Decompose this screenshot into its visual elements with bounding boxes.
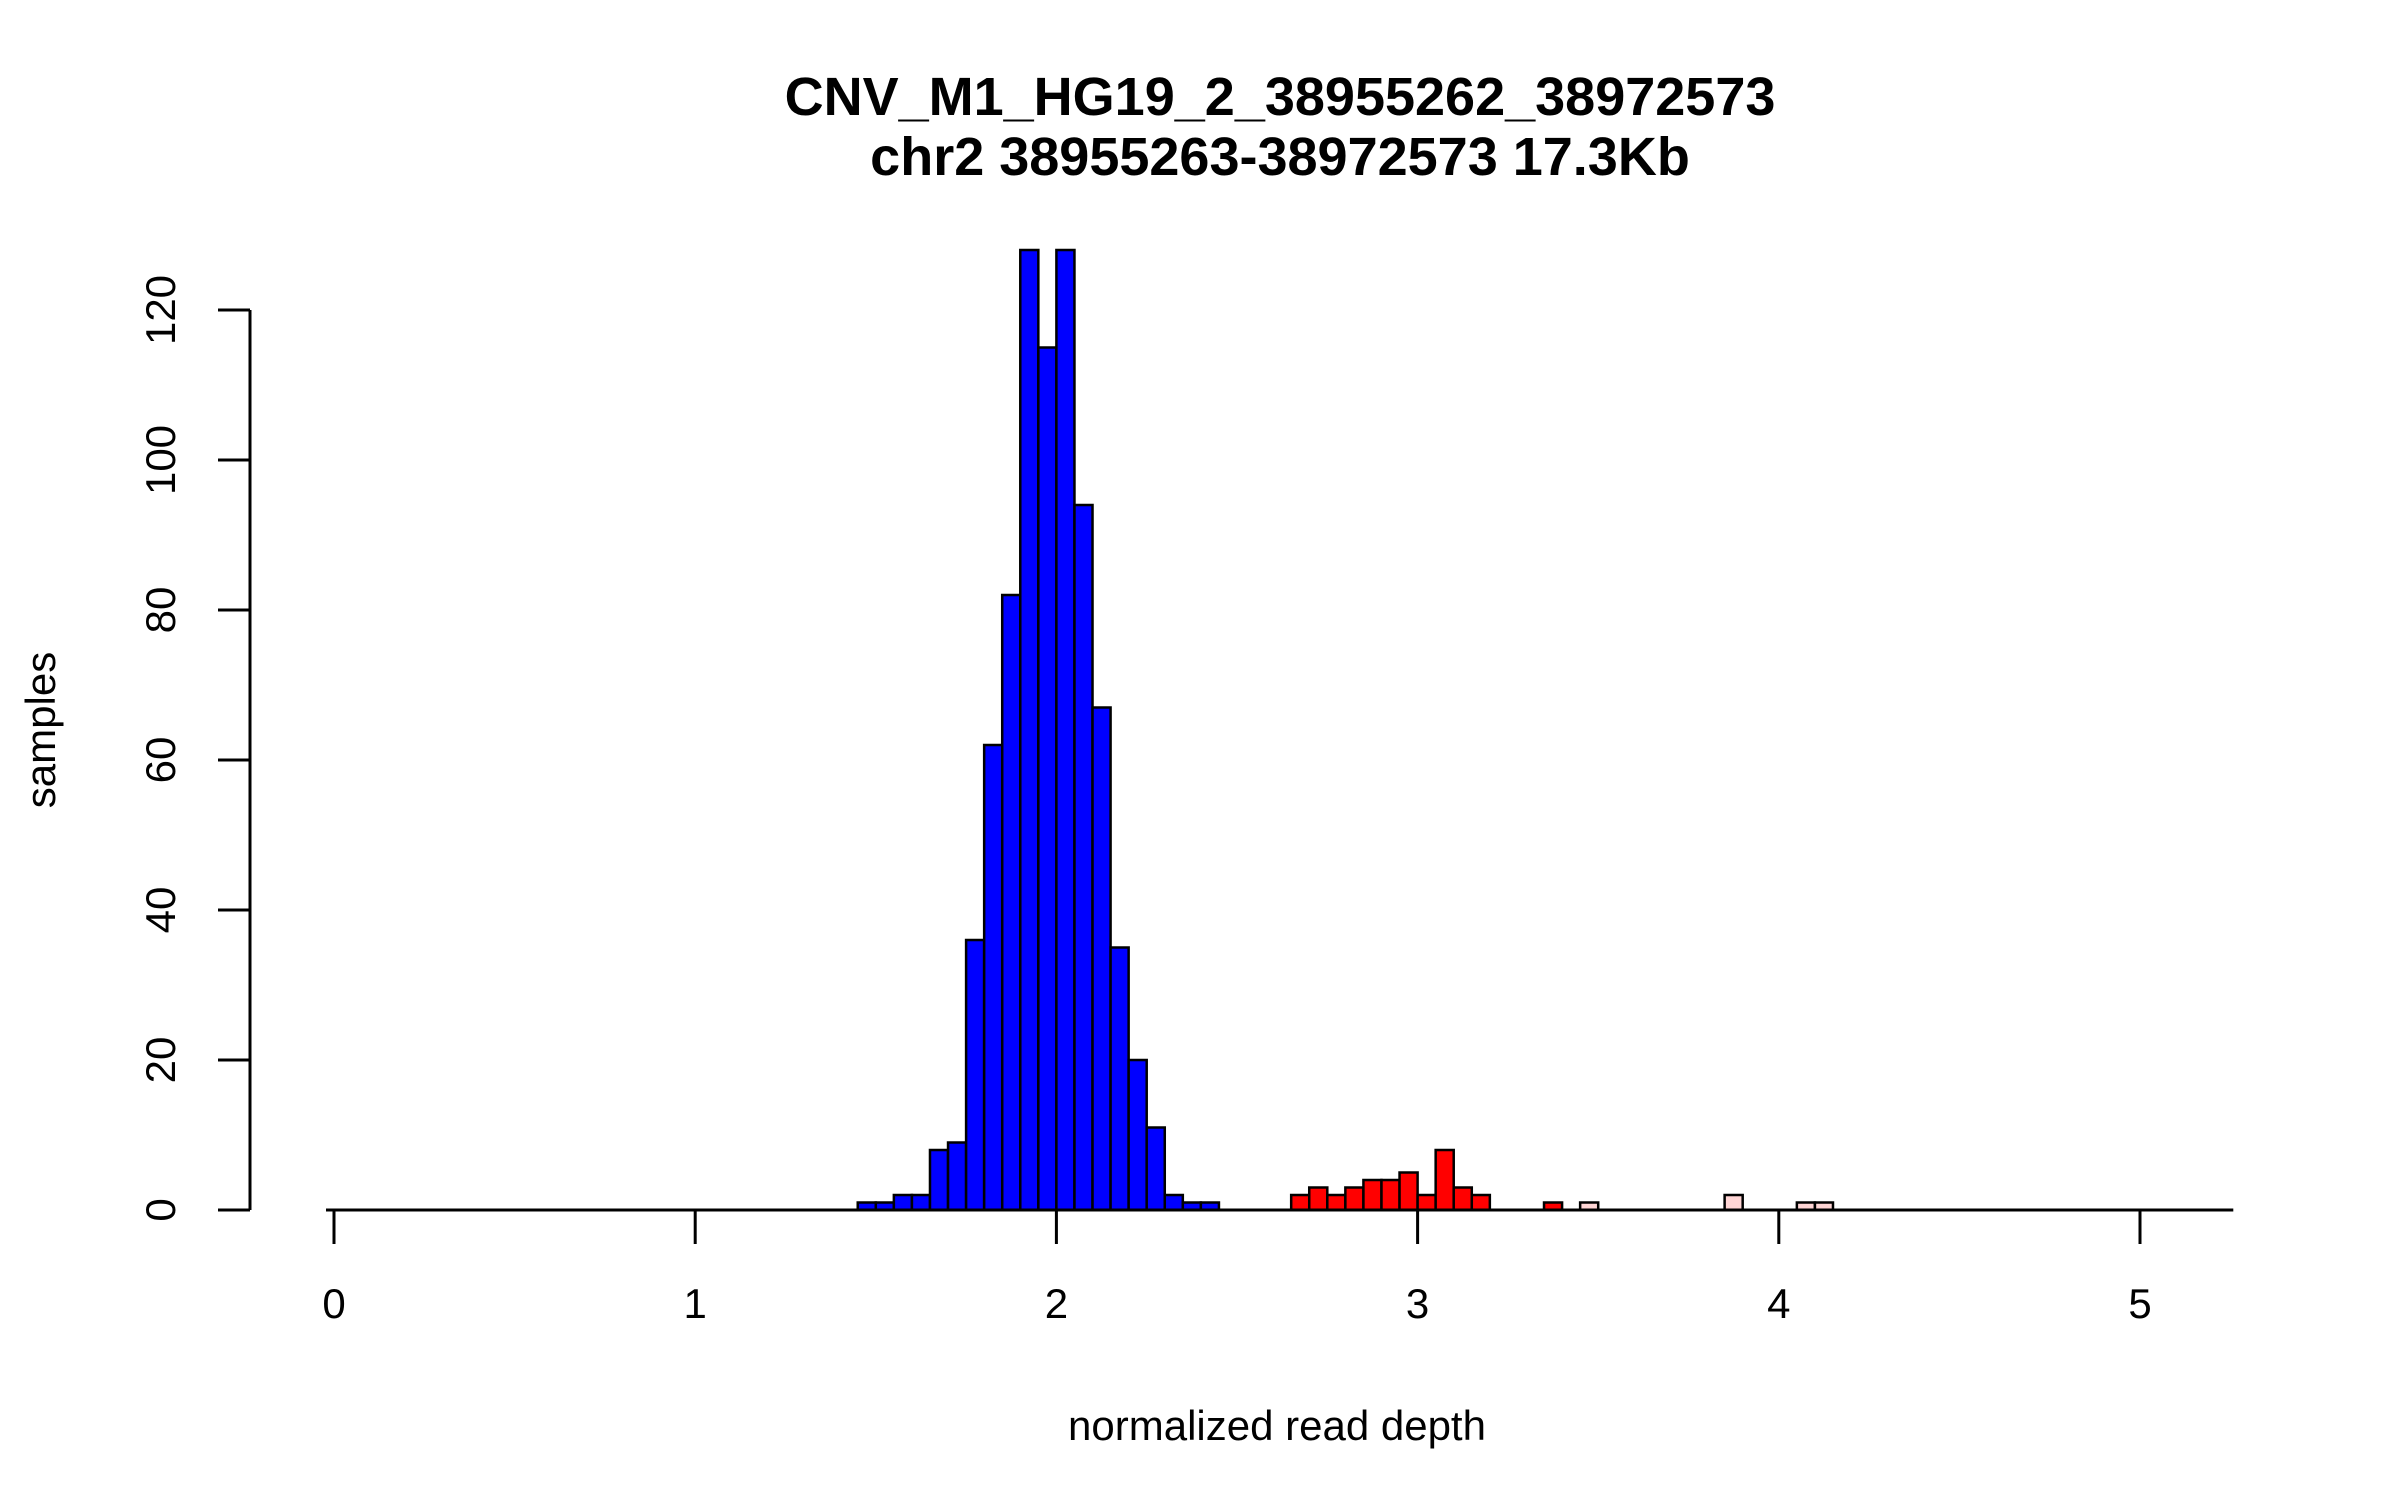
histogram-bar xyxy=(892,1193,914,1212)
y-tick-label: 100 xyxy=(137,425,184,495)
histogram-bar xyxy=(1470,1193,1492,1212)
histogram-bar xyxy=(1127,1058,1148,1212)
x-tick-label: 5 xyxy=(2128,1280,2151,1327)
histogram-bar xyxy=(946,1141,968,1212)
histogram-bar xyxy=(1344,1186,1365,1212)
histogram-bar xyxy=(1037,346,1058,1212)
histogram-bar xyxy=(1380,1178,1401,1212)
histogram-bar xyxy=(910,1193,932,1212)
histogram-bar xyxy=(1091,706,1112,1212)
histogram-bar xyxy=(1398,1171,1419,1212)
y-tick-label: 40 xyxy=(137,887,184,934)
x-tick-label: 1 xyxy=(684,1280,707,1327)
histogram-bar xyxy=(1452,1186,1474,1212)
histogram-bar xyxy=(964,938,986,1212)
histogram-bar xyxy=(982,743,1004,1212)
y-axis-label: samples xyxy=(17,652,64,808)
histogram-bar xyxy=(1109,946,1130,1212)
histogram-bars xyxy=(856,248,1835,1212)
x-tick-label: 0 xyxy=(322,1280,345,1327)
y-tick-label: 20 xyxy=(137,1037,184,1084)
x-tick-label: 4 xyxy=(1767,1280,1790,1327)
histogram-bar xyxy=(928,1148,950,1212)
histogram-bar xyxy=(1019,248,1040,1212)
histogram-bar xyxy=(1326,1193,1347,1212)
histogram-bar xyxy=(1000,593,1022,1212)
histogram-bar xyxy=(1307,1186,1329,1212)
y-tick-label: 80 xyxy=(137,587,184,634)
x-tick-label: 2 xyxy=(1045,1280,1068,1327)
y-tick-label: 60 xyxy=(137,737,184,784)
histogram-bar xyxy=(1362,1178,1383,1212)
histogram-bar xyxy=(1289,1193,1311,1212)
histogram-bar xyxy=(1416,1193,1437,1212)
histogram-bar xyxy=(1145,1126,1167,1212)
histogram-bar xyxy=(1055,248,1076,1212)
histogram-bar xyxy=(1723,1193,1744,1212)
histogram-bar xyxy=(1073,503,1094,1212)
x-tick-label: 3 xyxy=(1406,1280,1429,1327)
x-axis: 0 1 2 3 4 5 xyxy=(322,1210,2152,1327)
y-axis: 0 20 40 60 80 100 120 xyxy=(137,275,252,1222)
x-axis-label: normalized read depth xyxy=(1068,1402,1486,1449)
chart-title: CNV_M1_HG19_2_38955262_38972573 xyxy=(785,67,1776,127)
y-tick-label: 0 xyxy=(137,1198,184,1221)
histogram-bar xyxy=(1434,1148,1455,1212)
histogram-bar xyxy=(1163,1193,1185,1212)
y-tick-label: 120 xyxy=(137,275,184,345)
chart-subtitle: chr2 38955263-38972573 17.3Kb xyxy=(870,127,1690,187)
